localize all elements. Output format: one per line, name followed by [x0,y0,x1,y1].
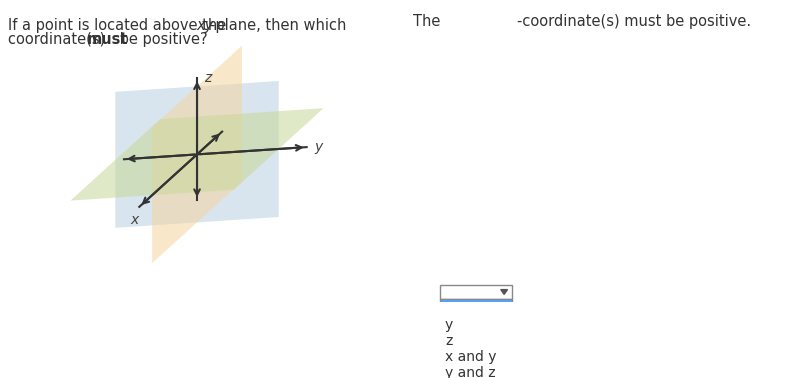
Polygon shape [152,46,242,263]
Text: x: x [130,213,138,227]
Text: y: y [314,140,322,154]
FancyBboxPatch shape [440,347,512,363]
Text: y and z: y and z [445,366,496,378]
Polygon shape [115,81,278,228]
Text: xy: xy [196,19,214,33]
Text: be positive?: be positive? [115,32,208,47]
FancyBboxPatch shape [440,331,512,347]
Text: -plane, then which: -plane, then which [210,19,347,33]
Text: must: must [86,32,128,47]
FancyBboxPatch shape [440,285,512,299]
Text: If a point is located above the: If a point is located above the [8,19,230,33]
Text: x and y: x and y [445,350,497,364]
FancyBboxPatch shape [440,299,512,315]
Polygon shape [70,108,324,201]
FancyBboxPatch shape [440,315,512,331]
Text: z: z [445,335,452,349]
FancyBboxPatch shape [440,363,512,378]
Text: y: y [445,318,454,332]
Text: The: The [414,14,441,29]
Text: -coordinate(s) must be positive.: -coordinate(s) must be positive. [517,14,751,29]
Text: z: z [204,71,211,85]
Text: coordinate(s): coordinate(s) [8,32,110,47]
Polygon shape [501,290,507,294]
